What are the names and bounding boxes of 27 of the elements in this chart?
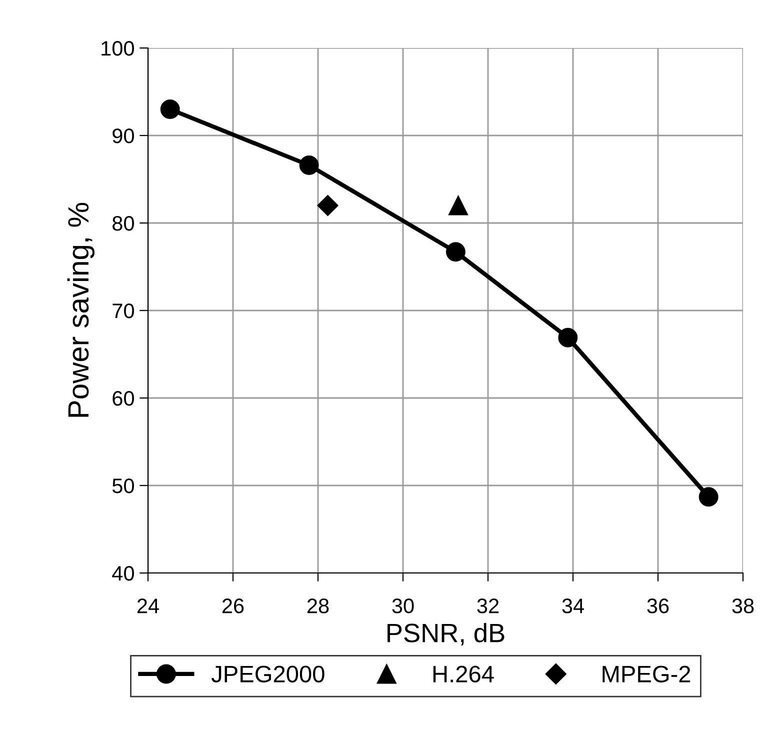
x-axis-title: PSNR, dB (388, 622, 504, 646)
x-tick-label: 30 (392, 598, 414, 614)
x-tick-label: 34 (562, 598, 584, 614)
point (558, 328, 578, 348)
point (160, 100, 180, 119)
x-tick-label: 38 (732, 598, 754, 614)
y-tick-label: 70 (112, 304, 134, 318)
legend-label: MPEG-2 (602, 666, 690, 682)
y-tick-label: 100 (102, 41, 134, 56)
point (317, 194, 338, 216)
y-tick-label: 50 (112, 478, 134, 494)
point (448, 196, 468, 216)
point (299, 156, 319, 175)
y-tick-label: 60 (112, 391, 134, 406)
x-tick-label: 24 (137, 598, 159, 614)
legend-label: JPEG2000 (211, 666, 324, 682)
x-tick-label: 36 (647, 598, 669, 614)
legend-label: H.264 (433, 666, 494, 682)
point (698, 487, 718, 507)
x-tick-label: 28 (307, 598, 329, 614)
y-axis-title: Power saving, % (67, 202, 94, 417)
point (446, 242, 466, 262)
y-tick-label: 80 (112, 216, 134, 231)
x-tick-label: 32 (477, 598, 499, 614)
x-tick-label: 26 (222, 598, 244, 614)
y-tick-label: 90 (112, 128, 134, 144)
y-tick-label: 40 (112, 566, 134, 581)
